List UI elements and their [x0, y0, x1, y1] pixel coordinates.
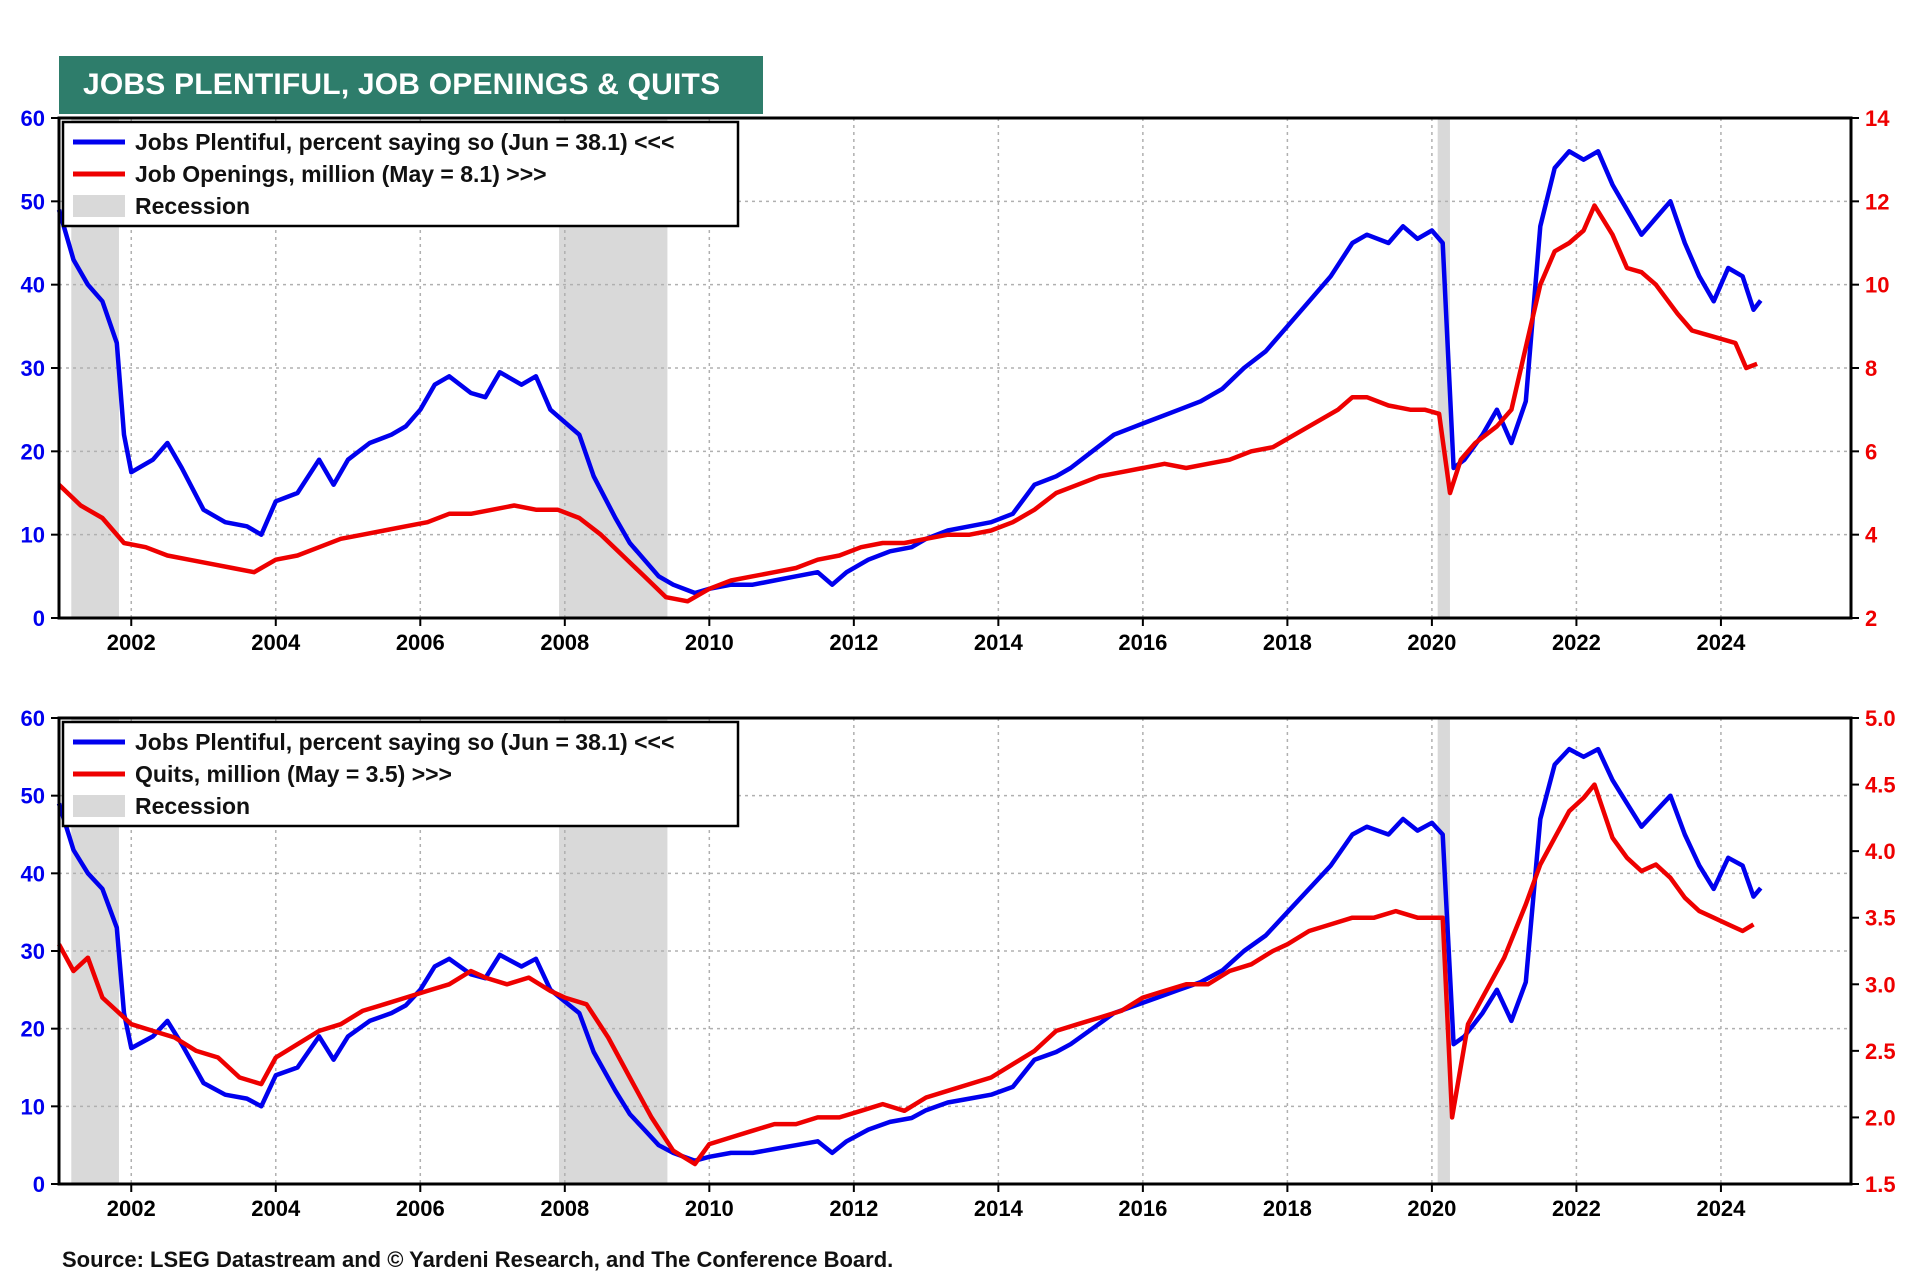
x-tick-label: 2010 — [685, 630, 734, 655]
y-tick-label-left: 50 — [21, 189, 45, 214]
x-tick-label: 2006 — [396, 1196, 445, 1221]
y-tick-label-right: 14 — [1865, 106, 1890, 131]
panel-quits: 0 10 20 30 40 50 60 1.5 2.0 2.5 3.0 3.5 4.0 4.5 5.0 200… — [21, 706, 1896, 1221]
y-tick-label-right: 2.5 — [1865, 1039, 1896, 1064]
legend-box — [61, 120, 740, 228]
x-tick-label: 2018 — [1263, 1196, 1312, 1221]
y-tick-label-right: 6 — [1865, 439, 1877, 464]
y-tick-label-right: 2 — [1865, 606, 1877, 631]
x-tick-label: 2022 — [1552, 630, 1601, 655]
y-tick-label-left: 10 — [21, 523, 45, 548]
y-tick-label-right: 3.5 — [1865, 906, 1896, 931]
y-tick-label-left: 0 — [33, 1172, 45, 1197]
legend-label: Quits, million (May = 3.5) >>> — [135, 761, 452, 787]
x-tick-label: 2002 — [107, 1196, 156, 1221]
x-tick-label: 2008 — [540, 1196, 589, 1221]
x-tick-label: 2014 — [974, 1196, 1024, 1221]
y-axis-left: 0 10 20 30 40 50 60 — [21, 106, 59, 631]
x-tick-label: 2004 — [251, 630, 301, 655]
y-axis-right: 2 4 6 8 10 12 14 — [1851, 106, 1890, 631]
y-tick-label-left: 10 — [21, 1094, 45, 1119]
x-tick-label: 2016 — [1118, 1196, 1167, 1221]
panel-job-openings: 0 10 20 30 40 50 60 2 4 6 8 10 12 14 2002 2004 2006 2008 2… — [21, 106, 1891, 655]
y-tick-label-left: 40 — [21, 861, 45, 886]
x-tick-label: 2008 — [540, 630, 589, 655]
y-tick-label-left: 0 — [33, 606, 45, 631]
y-tick-label-left: 60 — [21, 706, 45, 731]
series-line-jobs-plentiful — [56, 746, 1763, 1163]
x-tick-label: 2020 — [1407, 1196, 1456, 1221]
y-tick-label-right: 4 — [1865, 523, 1878, 548]
y-tick-label-left: 30 — [21, 939, 45, 964]
series-line-quits — [57, 782, 1755, 1167]
legend-label: Job Openings, million (May = 8.1) >>> — [135, 161, 547, 187]
source-note: Source: LSEG Datastream and © Yardeni Re… — [62, 1247, 894, 1272]
y-tick-label-left: 20 — [21, 1017, 45, 1042]
x-tick-label: 2020 — [1407, 630, 1456, 655]
legend-label: Recession — [135, 193, 250, 219]
x-tick-label: 2014 — [974, 630, 1024, 655]
y-tick-label-right: 4.0 — [1865, 839, 1896, 864]
legend-swatch-recession — [73, 195, 125, 217]
y-tick-label-right: 12 — [1865, 189, 1889, 214]
x-tick-label: 2004 — [251, 1196, 301, 1221]
y-axis-right: 1.5 2.0 2.5 3.0 3.5 4.0 4.5 5.0 — [1851, 706, 1896, 1197]
y-tick-label-left: 30 — [21, 356, 45, 381]
y-tick-label-right: 8 — [1865, 356, 1877, 381]
y-tick-label-right: 10 — [1865, 273, 1889, 298]
legend-label: Jobs Plentiful, percent saying so (Jun =… — [135, 729, 674, 755]
x-tick-label: 2024 — [1696, 630, 1746, 655]
y-tick-label-right: 1.5 — [1865, 1172, 1896, 1197]
legend-label: Recession — [135, 793, 250, 819]
series-line-job-openings — [57, 203, 1758, 604]
legend-box — [61, 720, 740, 828]
x-tick-label: 2012 — [829, 1196, 878, 1221]
y-tick-label-left: 20 — [21, 439, 45, 464]
series-line-jobs-plentiful — [56, 149, 1763, 596]
legend-swatch-recession — [73, 795, 125, 817]
x-tick-label: 2010 — [685, 1196, 734, 1221]
x-tick-label: 2012 — [829, 630, 878, 655]
legend-label: Jobs Plentiful, percent saying so (Jun =… — [135, 129, 674, 155]
x-tick-label: 2024 — [1696, 1196, 1746, 1221]
y-tick-label-right: 3.0 — [1865, 972, 1896, 997]
x-tick-label: 2006 — [396, 630, 445, 655]
y-tick-label-right: 4.5 — [1865, 773, 1896, 798]
x-tick-label: 2016 — [1118, 630, 1167, 655]
y-tick-label-left: 50 — [21, 784, 45, 809]
chart-title: JOBS PLENTIFUL, JOB OPENINGS & QUITS — [59, 56, 763, 114]
y-tick-label-left: 60 — [21, 106, 45, 131]
x-tick-label: 2018 — [1263, 630, 1312, 655]
x-tick-label: 2002 — [107, 630, 156, 655]
x-tick-label: 2022 — [1552, 1196, 1601, 1221]
y-tick-label-left: 40 — [21, 273, 45, 298]
y-axis-left: 0 10 20 30 40 50 60 — [21, 706, 59, 1197]
y-tick-label-right: 2.0 — [1865, 1105, 1896, 1130]
y-tick-label-right: 5.0 — [1865, 706, 1896, 731]
